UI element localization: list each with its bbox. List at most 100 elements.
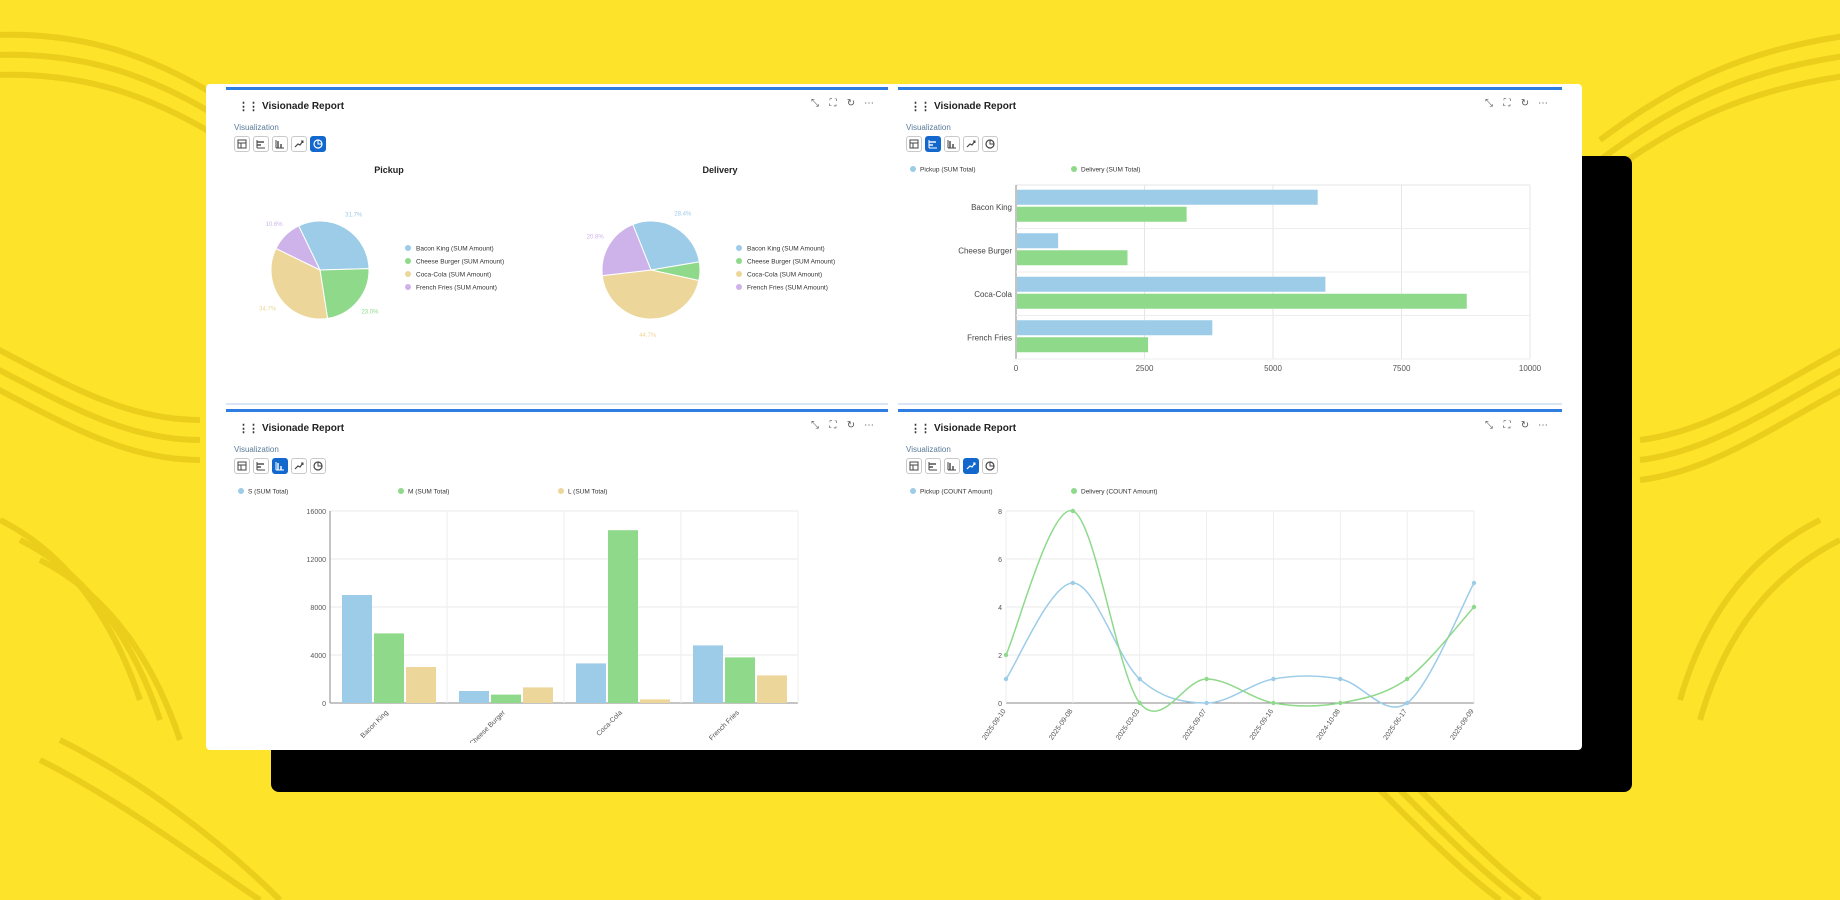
bar-chart-icon: [275, 140, 284, 149]
drag-handle-icon[interactable]: ⋮⋮: [238, 422, 259, 435]
bar: [374, 633, 404, 703]
x-tick-label: 2025-09-07: [1182, 708, 1208, 741]
legend-swatch: [405, 245, 411, 251]
bar: [1017, 250, 1128, 266]
visualization-label: Visualization: [906, 445, 951, 454]
collapse-icon[interactable]: ⤡: [811, 98, 819, 109]
viz-bar-button[interactable]: [272, 136, 288, 152]
bar: [523, 687, 553, 703]
bar-chart-icon: [947, 140, 956, 149]
bar: [725, 657, 755, 703]
legend-swatch: [405, 271, 411, 277]
viz-pie-button[interactable]: [982, 458, 998, 474]
bar: [1017, 320, 1213, 336]
data-point: [1003, 652, 1009, 658]
fullscreen-icon[interactable]: ⛶: [1503, 98, 1511, 109]
widget-toolbar: ⤡ ⛶ ↻ ⋯: [1484, 421, 1548, 431]
table-chart-icon: [909, 461, 919, 471]
visualization-label: Visualization: [906, 123, 951, 132]
collapse-icon[interactable]: ⤡: [1485, 420, 1493, 431]
pie-slice-label: 44.7%: [639, 333, 657, 339]
bar: [1017, 189, 1318, 205]
x-tick-label: 2025-09-08: [1048, 708, 1074, 741]
viz-hbar-button[interactable]: [925, 136, 941, 152]
fullscreen-icon[interactable]: ⛶: [829, 420, 837, 431]
legend-item: Coca-Cola (SUM Amount): [416, 272, 491, 279]
widget-bottom-border: [898, 403, 1562, 405]
legend-swatch: [405, 284, 411, 290]
legend-swatch: [1071, 166, 1077, 172]
viz-hbar-button[interactable]: [253, 458, 269, 474]
refresh-icon[interactable]: ↻: [846, 98, 856, 109]
visualization-switcher: [234, 458, 326, 474]
widget-title: Visionade Report: [934, 423, 1017, 434]
legend-item: Coca-Cola (SUM Amount): [747, 272, 822, 279]
pie-slice-label: 23.0%: [361, 310, 379, 316]
legend-item: French Fries (SUM Amount): [416, 285, 497, 292]
legend-swatch: [238, 488, 244, 494]
widget-toolbar: ⤡ ⛶ ↻ ⋯: [810, 99, 874, 109]
legend-swatch: [736, 245, 742, 251]
more-icon[interactable]: ⋯: [864, 420, 874, 431]
legend-swatch: [405, 258, 411, 264]
viz-line-button[interactable]: [963, 136, 979, 152]
legend-item: M (SUM Total): [408, 489, 449, 496]
x-tick-label: 10000: [1519, 364, 1542, 373]
x-tick-label: 2025-09-09: [1449, 708, 1475, 741]
viz-bar-button[interactable]: [944, 136, 960, 152]
fullscreen-icon[interactable]: ⛶: [1503, 420, 1511, 431]
y-tick-label: 4000: [310, 653, 326, 660]
legend-item: Bacon King (SUM Amount): [416, 246, 494, 253]
drag-handle-icon[interactable]: ⋮⋮: [910, 100, 931, 113]
more-icon[interactable]: ⋯: [1538, 420, 1548, 431]
widget-accent-bar: [898, 409, 1562, 412]
bar: [1017, 206, 1187, 222]
drag-handle-icon[interactable]: ⋮⋮: [910, 422, 931, 435]
hbar-chart-icon: [256, 140, 265, 149]
y-tick-label: 4: [998, 605, 1002, 612]
pie-chart-icon: [985, 461, 995, 471]
more-icon[interactable]: ⋯: [1538, 98, 1548, 109]
viz-hbar-button[interactable]: [925, 458, 941, 474]
widget-accent-bar: [226, 87, 888, 90]
legend-swatch: [736, 284, 742, 290]
bar: [459, 691, 489, 703]
viz-line-button[interactable]: [291, 458, 307, 474]
viz-bar-button[interactable]: [944, 458, 960, 474]
collapse-icon[interactable]: ⤡: [1485, 98, 1493, 109]
legend-item: Pickup (SUM Total): [920, 167, 976, 174]
viz-table-button[interactable]: [234, 136, 250, 152]
collapse-icon[interactable]: ⤡: [811, 420, 819, 431]
fullscreen-icon[interactable]: ⛶: [829, 98, 837, 109]
viz-table-button[interactable]: [906, 136, 922, 152]
refresh-icon[interactable]: ↻: [846, 420, 856, 431]
more-icon[interactable]: ⋯: [864, 98, 874, 109]
pie-charts: Pickup 31.7% Bacon King (SUM Amount) 23.0% C…: [259, 165, 835, 339]
viz-pie-button[interactable]: [310, 136, 326, 152]
x-tick-label: 0: [1014, 364, 1019, 373]
legend-item: Delivery (SUM Total): [1081, 167, 1140, 174]
viz-pie-button[interactable]: [310, 458, 326, 474]
data-point: [1404, 676, 1410, 682]
viz-line-button[interactable]: [291, 136, 307, 152]
refresh-icon[interactable]: ↻: [1520, 98, 1530, 109]
refresh-icon[interactable]: ↻: [1520, 420, 1530, 431]
drag-handle-icon[interactable]: ⋮⋮: [238, 100, 259, 113]
viz-hbar-button[interactable]: [253, 136, 269, 152]
legend-swatch: [398, 488, 404, 494]
data-point: [1404, 700, 1410, 706]
data-point: [1204, 676, 1209, 682]
widget-accent-bar: [898, 87, 1562, 90]
viz-table-button[interactable]: [906, 458, 922, 474]
viz-line-button[interactable]: [963, 458, 979, 474]
viz-table-button[interactable]: [234, 458, 250, 474]
x-tick-label: Bacon King: [360, 709, 390, 739]
data-point: [1137, 700, 1142, 706]
viz-bar-button[interactable]: [272, 458, 288, 474]
legend-swatch: [736, 271, 742, 277]
y-tick-label: 12000: [307, 557, 327, 564]
x-tick-label: 7500: [1393, 364, 1411, 373]
legend-swatch: [910, 166, 916, 172]
viz-pie-button[interactable]: [982, 136, 998, 152]
pie-chart-0: Pickup 31.7% Bacon King (SUM Amount) 23.0% C…: [259, 165, 504, 320]
